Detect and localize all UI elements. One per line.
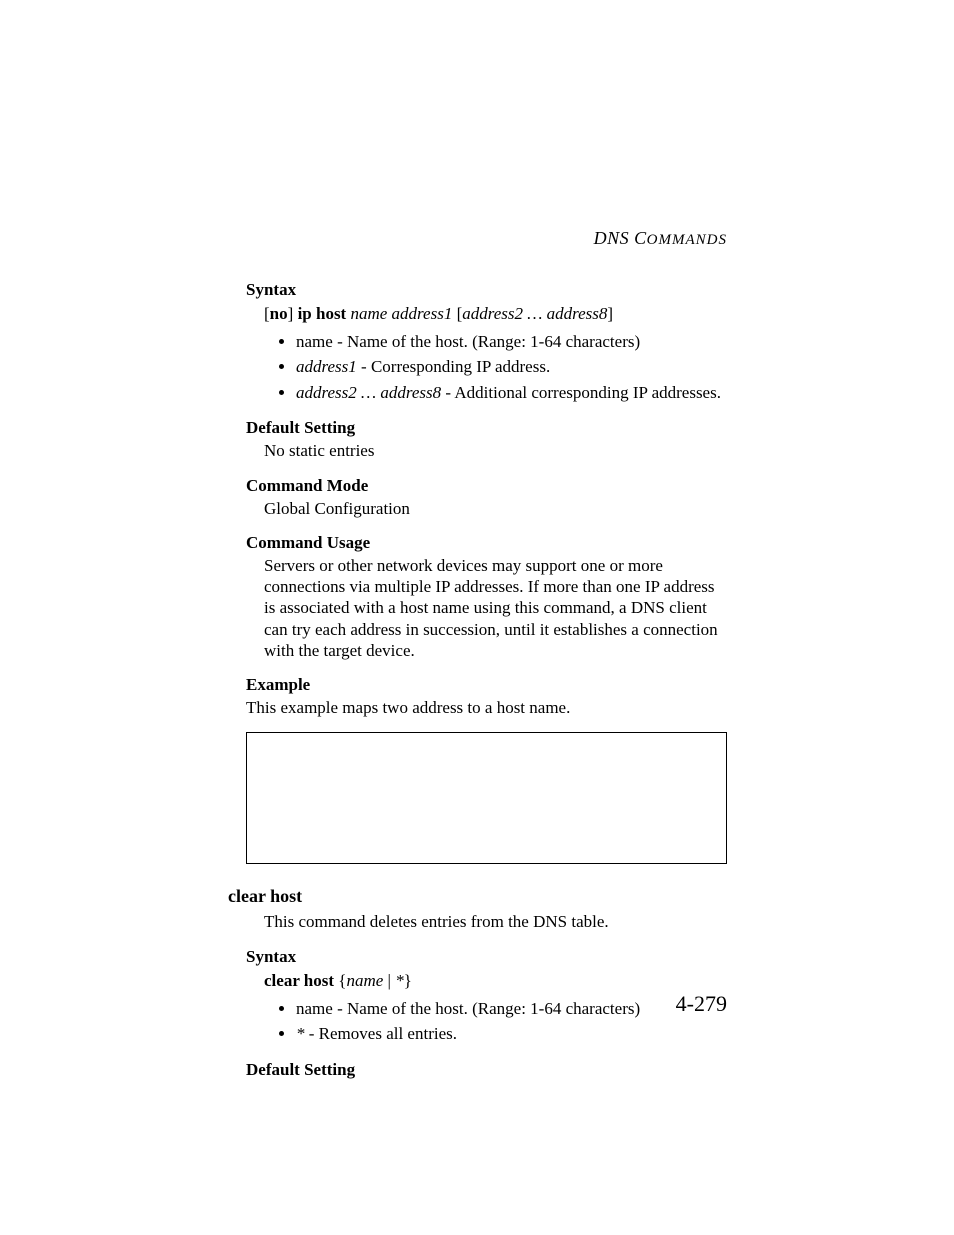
syntax-line: [no] ip host name address1 [address2 … a… bbox=[264, 304, 727, 324]
clear-host-syntax-line: clear host {name | *} bbox=[264, 971, 727, 991]
example-body: This example maps two address to a host … bbox=[246, 697, 727, 718]
param-desc: Corresponding IP address. bbox=[371, 357, 550, 376]
clear-host-param-list: name - Name of the host. (Range: 1-64 ch… bbox=[274, 997, 727, 1046]
page-content: Syntax [no] ip host name address1 [addre… bbox=[246, 280, 727, 1080]
param-desc: Additional corresponding IP addresses. bbox=[454, 383, 721, 402]
param-label: name bbox=[296, 332, 333, 351]
command-usage-heading: Command Usage bbox=[246, 533, 727, 553]
clear-host-syntax-heading: Syntax bbox=[246, 947, 727, 967]
syntax-arg1: name address1 bbox=[350, 304, 452, 323]
param-label: * bbox=[296, 1024, 305, 1043]
default-setting-body: No static entries bbox=[264, 440, 727, 461]
running-header-smallcaps: OMMANDS bbox=[647, 232, 727, 248]
running-header: DNS COMMANDS bbox=[594, 228, 727, 249]
param-label: address1 bbox=[296, 357, 357, 376]
default-setting-heading: Default Setting bbox=[246, 418, 727, 438]
example-heading: Example bbox=[246, 675, 727, 695]
syntax-arg2: * bbox=[395, 971, 404, 990]
page-number: 4-279 bbox=[676, 991, 727, 1017]
param-desc: Name of the host. (Range: 1-64 character… bbox=[347, 332, 640, 351]
syntax-cmd: ip host bbox=[298, 304, 347, 323]
list-item: name - Name of the host. (Range: 1-64 ch… bbox=[296, 330, 727, 353]
list-item: address2 … address8 - Additional corresp… bbox=[296, 381, 727, 404]
syntax-heading: Syntax bbox=[246, 280, 727, 300]
syntax-args-opt: address2 … address8 bbox=[462, 304, 607, 323]
page: DNS COMMANDS Syntax [no] ip host name ad… bbox=[0, 0, 954, 1235]
syntax-arg1: name bbox=[346, 971, 383, 990]
param-desc: Name of the host. (Range: 1-64 character… bbox=[347, 999, 640, 1018]
param-label: address2 … address8 bbox=[296, 383, 441, 402]
clear-host-title: clear host bbox=[228, 886, 727, 907]
command-usage-body: Servers or other network devices may sup… bbox=[264, 555, 727, 661]
param-desc: Removes all entries. bbox=[319, 1024, 457, 1043]
command-mode-body: Global Configuration bbox=[264, 498, 727, 519]
syntax-cmd: clear host bbox=[264, 971, 334, 990]
clear-host-default-setting-heading: Default Setting bbox=[246, 1060, 727, 1080]
syntax-param-list: name - Name of the host. (Range: 1-64 ch… bbox=[274, 330, 727, 404]
list-item: * - Removes all entries. bbox=[296, 1022, 727, 1045]
list-item: address1 - Corresponding IP address. bbox=[296, 355, 727, 378]
running-header-italic: DNS C bbox=[594, 228, 647, 248]
example-code-box bbox=[246, 732, 727, 864]
command-mode-heading: Command Mode bbox=[246, 476, 727, 496]
list-item: name - Name of the host. (Range: 1-64 ch… bbox=[296, 997, 727, 1020]
clear-host-intro: This command deletes entries from the DN… bbox=[264, 911, 727, 932]
syntax-no: no bbox=[270, 304, 288, 323]
param-label: name bbox=[296, 999, 333, 1018]
